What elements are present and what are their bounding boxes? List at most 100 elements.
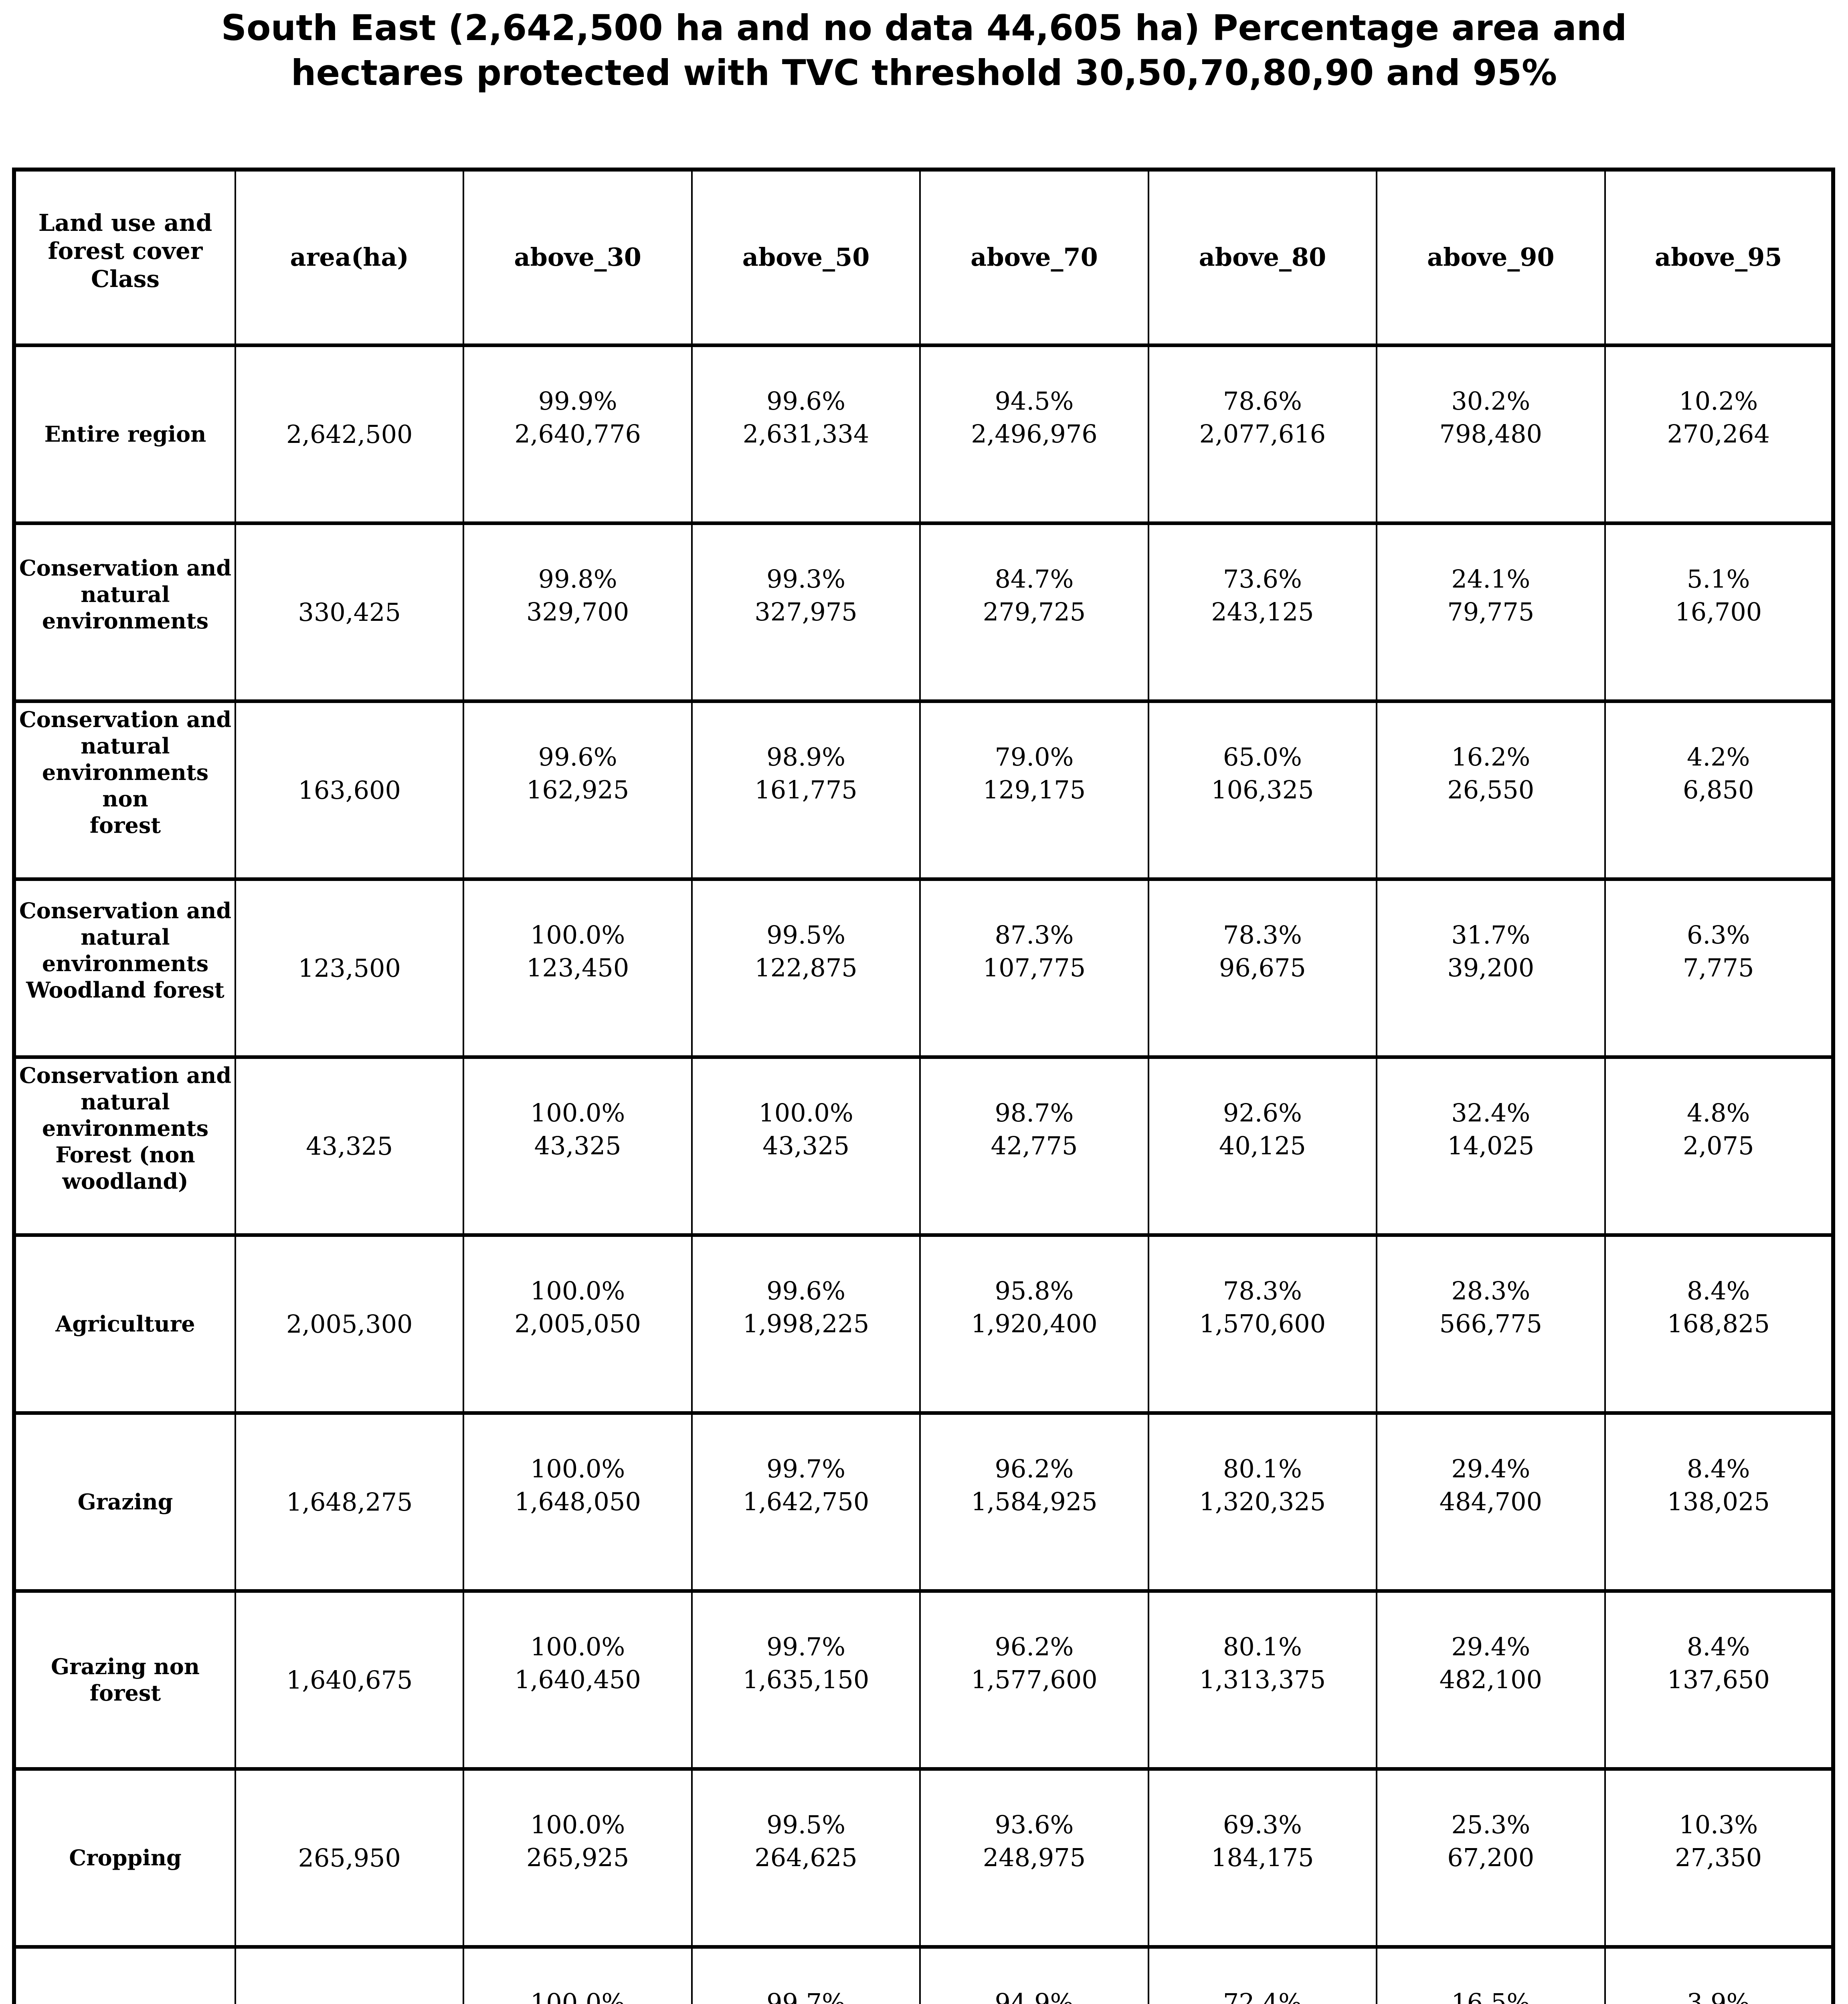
percent-value: 84.7% xyxy=(995,564,1074,594)
row-label: Cropping xyxy=(69,1845,182,1871)
hectares-value: 1,577,600 xyxy=(971,1665,1098,1694)
hectares-value: 1,642,750 xyxy=(742,1487,869,1516)
percent-value: 99.7% xyxy=(766,1988,846,2004)
percent-value: 30.2% xyxy=(1451,386,1531,416)
hectares-value: 42,775 xyxy=(991,1131,1078,1160)
hectares-value: 122,875 xyxy=(754,953,857,982)
percent-value: 94.9% xyxy=(995,1988,1074,2004)
hectares-value: 40,125 xyxy=(1219,1131,1306,1160)
table-row: Entire region 2,642,500 99.9% 2,640,776 99.6… xyxy=(13,343,1834,525)
hectares-value: 264,625 xyxy=(754,1843,857,1872)
hectares-value: 1,584,925 xyxy=(971,1487,1098,1516)
data-cell: 5.1% 16,700 xyxy=(1604,521,1834,703)
percent-value: 6.3% xyxy=(1687,920,1750,949)
percent-value: 25.3% xyxy=(1451,1810,1531,1839)
data-cell: 31.7% 39,200 xyxy=(1376,877,1606,1059)
table-row: Cropping 265,950 100.0% 265,925 99.5% 264,625… xyxy=(13,1767,1834,1949)
percent-value: 16.2% xyxy=(1451,742,1531,772)
percent-value: 4.8% xyxy=(1687,1098,1750,1127)
data-cell: 100.0% 265,925 xyxy=(463,1767,693,1949)
hectares-value: 2,005,050 xyxy=(514,1309,641,1338)
column-header: above_80 xyxy=(1147,168,1378,347)
column-header: area(ha) xyxy=(234,168,465,347)
area-cell: 163,600 xyxy=(234,699,465,881)
area-cell: 265,950 xyxy=(234,1767,465,1949)
column-header-class: Land use and forest cover Class xyxy=(13,168,236,347)
data-cell: 24.1% 79,775 xyxy=(1376,521,1606,703)
row-label-cell: Conservation and natural environments xyxy=(13,521,236,703)
row-label: Agriculture xyxy=(55,1311,195,1337)
data-table: Land use and forest cover Class area(ha) ab… xyxy=(12,168,1835,2004)
data-cell: 98.7% 42,775 xyxy=(919,1055,1149,1237)
percent-value: 96.2% xyxy=(995,1632,1074,1661)
percent-value: 29.4% xyxy=(1451,1454,1531,1483)
hectares-value: 161,775 xyxy=(754,775,857,804)
row-label-cell: Irrigation xyxy=(13,1945,236,2004)
hectares-value: 67,200 xyxy=(1447,1843,1535,1872)
percent-value: 8.4% xyxy=(1687,1276,1750,1305)
data-cell: 100.0% 123,450 xyxy=(463,877,693,1059)
hectares-value: 162,925 xyxy=(526,775,629,804)
table-header-row: Land use and forest cover Class area(ha) ab… xyxy=(13,168,1834,347)
row-label: Conservation and natural environments Woodl… xyxy=(19,898,232,1003)
percent-value: 93.6% xyxy=(995,1810,1074,1839)
data-cell: 79.0% 129,175 xyxy=(919,699,1149,881)
percent-value: 3.9% xyxy=(1687,1988,1750,2004)
data-cell: 99.6% 2,631,334 xyxy=(691,343,921,525)
percent-value: 95.8% xyxy=(995,1276,1074,1305)
data-cell: 100.0% 43,325 xyxy=(463,1055,693,1237)
hectares-value: 7,775 xyxy=(1683,953,1754,982)
area-cell: 1,640,675 xyxy=(234,1589,465,1771)
report-title: South East (2,642,500 ha and no data 44,… xyxy=(0,6,1848,95)
data-cell: 80.1% 1,320,325 xyxy=(1147,1411,1378,1593)
row-label: Conservation and natural environments xyxy=(19,555,232,634)
area-cell: 2,005,300 xyxy=(234,1233,465,1415)
percent-value: 73.6% xyxy=(1223,564,1302,594)
percent-value: 99.5% xyxy=(766,1810,846,1839)
hectares-value: 138,025 xyxy=(1667,1487,1770,1516)
percent-value: 99.3% xyxy=(766,564,846,594)
percent-value: 29.4% xyxy=(1451,1632,1531,1661)
percent-value: 69.3% xyxy=(1223,1810,1302,1839)
row-label: Grazing non forest xyxy=(51,1654,200,1706)
row-label-cell: Conservation and natural environments Fores… xyxy=(13,1055,236,1237)
column-header: above_30 xyxy=(463,168,693,347)
hectares-value: 1,648,050 xyxy=(514,1487,641,1516)
data-cell: 99.3% 327,975 xyxy=(691,521,921,703)
percent-value: 10.2% xyxy=(1679,386,1758,416)
hectares-value: 2,077,616 xyxy=(1199,419,1326,448)
percent-value: 98.7% xyxy=(995,1098,1074,1127)
percent-value: 10.3% xyxy=(1679,1810,1758,1839)
row-label-cell: Cropping xyxy=(13,1767,236,1949)
percent-value: 16.5% xyxy=(1451,1988,1531,2004)
data-cell: 8.4% 138,025 xyxy=(1604,1411,1834,1593)
data-cell: 28.3% 566,775 xyxy=(1376,1233,1606,1415)
row-label-cell: Conservation and natural environments non f… xyxy=(13,699,236,881)
data-cell: 10.2% 270,264 xyxy=(1604,343,1834,525)
percent-value: 94.5% xyxy=(995,386,1074,416)
hectares-value: 482,100 xyxy=(1439,1665,1543,1694)
data-cell: 94.5% 2,496,976 xyxy=(919,343,1149,525)
hectares-value: 798,480 xyxy=(1439,419,1543,448)
data-cell: 29.4% 482,100 xyxy=(1376,1589,1606,1771)
table-row: Conservation and natural environments Fores… xyxy=(13,1055,1834,1237)
percent-value: 79.0% xyxy=(995,742,1074,772)
data-cell: 92.6% 40,125 xyxy=(1147,1055,1378,1237)
percent-value: 100.0% xyxy=(530,1810,625,1839)
percent-value: 78.3% xyxy=(1223,920,1302,949)
hectares-value: 137,650 xyxy=(1667,1665,1770,1694)
data-cell: 78.3% 96,675 xyxy=(1147,877,1378,1059)
hectares-value: 329,700 xyxy=(526,597,629,626)
data-cell: 80.1% 1,313,375 xyxy=(1147,1589,1378,1771)
percent-value: 100.0% xyxy=(530,1632,625,1661)
hectares-value: 26,550 xyxy=(1447,775,1535,804)
percent-value: 80.1% xyxy=(1223,1454,1302,1483)
data-cell: 8.4% 168,825 xyxy=(1604,1233,1834,1415)
percent-value: 72.4% xyxy=(1223,1988,1302,2004)
data-cell: 16.5%14,750 xyxy=(1376,1945,1606,2004)
percent-value: 5.1% xyxy=(1687,564,1750,594)
row-label-cell: Entire region xyxy=(13,343,236,525)
hectares-value: 123,450 xyxy=(526,953,629,982)
data-cell: 99.6% 162,925 xyxy=(463,699,693,881)
